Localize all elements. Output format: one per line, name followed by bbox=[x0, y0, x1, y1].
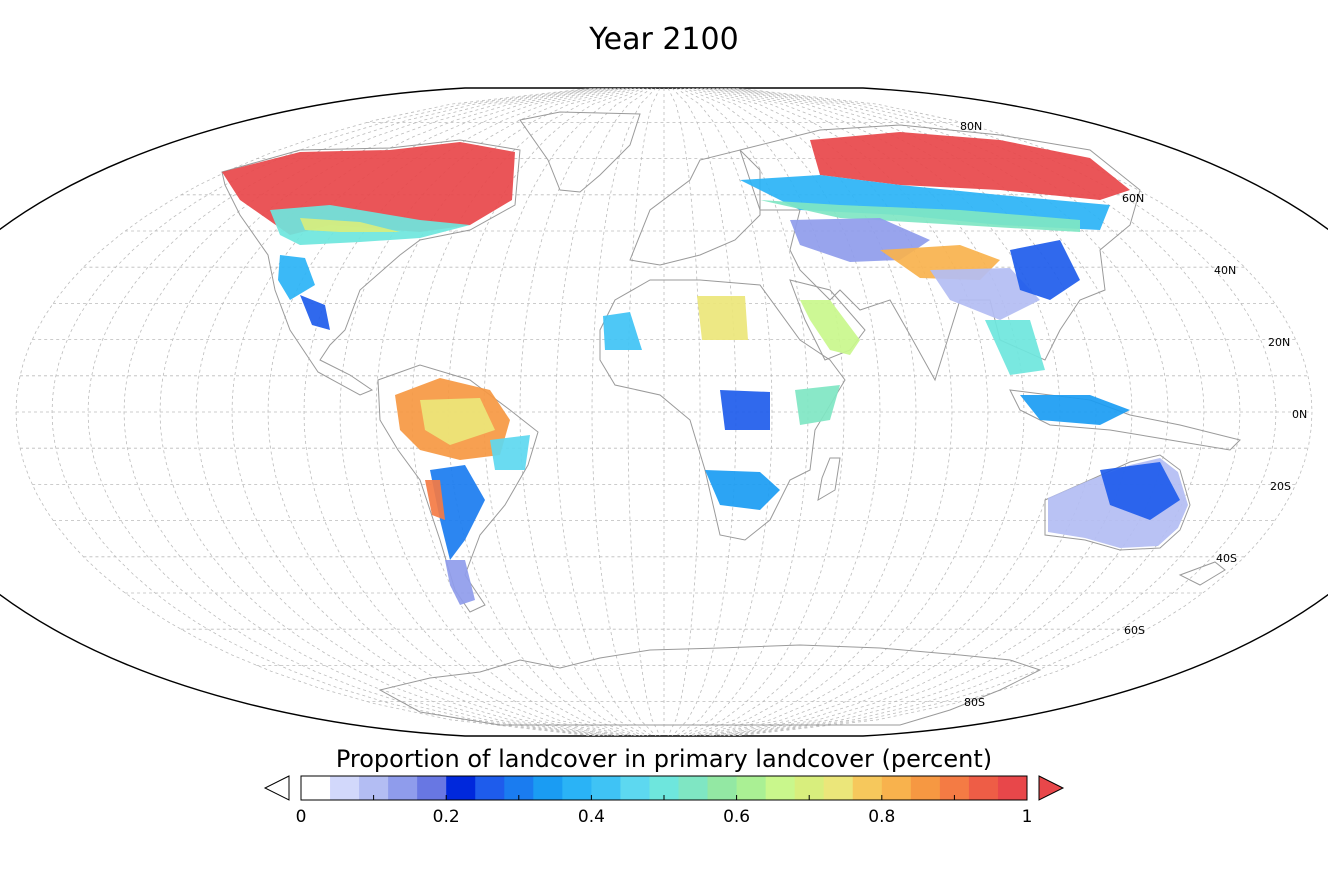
colorbar-segment bbox=[330, 776, 360, 800]
colorbar-high-extension bbox=[1038, 775, 1065, 801]
colorbar-tick-label: 0 bbox=[296, 807, 307, 827]
data-region-southern-africa bbox=[705, 470, 780, 510]
colorbar-segment bbox=[533, 776, 563, 800]
longitude-gridline bbox=[555, 88, 653, 736]
colorbar-tick-label: 0.6 bbox=[723, 807, 750, 827]
data-region-mexico bbox=[300, 295, 330, 330]
colorbar-segment bbox=[910, 776, 941, 800]
map-title: Year 2100 bbox=[589, 22, 739, 57]
colorbar-segment bbox=[301, 776, 331, 800]
data-region-southern-cone bbox=[430, 465, 485, 560]
colorbar-segment bbox=[678, 776, 709, 800]
longitude-gridline bbox=[123, 88, 605, 736]
colorbar-segment bbox=[852, 776, 883, 800]
map-boundary bbox=[0, 87, 1328, 737]
map-frame bbox=[0, 87, 1328, 737]
latitude-label: 80N bbox=[960, 120, 982, 133]
latitude-label: 0N bbox=[1292, 408, 1307, 421]
new-zealand-outline bbox=[1178, 561, 1226, 586]
colorbar-segment bbox=[591, 776, 621, 800]
longitude-gridline bbox=[519, 88, 649, 736]
colorbar-segment bbox=[968, 776, 999, 800]
longitude-gridline bbox=[591, 88, 657, 736]
data-region-andes-orange bbox=[425, 480, 445, 520]
colorbar-tick-label: 0.4 bbox=[578, 807, 605, 827]
data-region-brazil-east bbox=[490, 435, 530, 470]
longitude-gridline bbox=[719, 88, 1169, 736]
longitude-gridline bbox=[51, 88, 597, 736]
data-region-siberia bbox=[810, 132, 1130, 200]
data-region-libya bbox=[697, 296, 748, 340]
data-region-amazon-core bbox=[420, 398, 495, 445]
data-region-australia-blue bbox=[1100, 462, 1180, 520]
data-region-arabia bbox=[800, 300, 860, 355]
north-america-outline bbox=[221, 139, 521, 396]
data-region-east-africa bbox=[795, 385, 840, 425]
data-region-us-west bbox=[278, 255, 315, 300]
australia-outline bbox=[1044, 454, 1191, 551]
data-region-canada-fringe bbox=[300, 218, 400, 232]
colorbar-title: Proportion of landcover in primary landc… bbox=[335, 745, 993, 773]
colorbar-segment bbox=[446, 776, 476, 800]
latitude-label: 20S bbox=[1270, 480, 1291, 493]
colorbar-segment bbox=[823, 776, 854, 800]
data-region-indonesia bbox=[1020, 395, 1130, 425]
colorbar: 0 0.2 0.4 0.6 0.8 1 bbox=[263, 775, 1065, 827]
colorbar-tick-label: 0.8 bbox=[868, 807, 895, 827]
data-region-sahara-west bbox=[603, 312, 642, 350]
longitude-gridline bbox=[675, 88, 773, 736]
latitude-label: 60N bbox=[1122, 192, 1144, 205]
colorbar-segment bbox=[881, 776, 912, 800]
longitude-gridline bbox=[723, 88, 1205, 736]
colorbar-tick-label: 1 bbox=[1022, 807, 1033, 827]
colorbar-segment bbox=[707, 776, 738, 800]
greenland-outline bbox=[519, 111, 641, 193]
colorbar-segment bbox=[562, 776, 592, 800]
latitude-label: 40N bbox=[1214, 264, 1236, 277]
africa-outline bbox=[599, 279, 846, 541]
data-region-china-blue bbox=[1010, 240, 1080, 300]
latitude-label: 20N bbox=[1268, 336, 1290, 349]
longitude-gridline bbox=[715, 88, 1133, 736]
antarctica-outline bbox=[378, 644, 1042, 726]
europe-outline bbox=[629, 149, 761, 266]
data-region-russia-belt bbox=[760, 200, 1080, 232]
data-region-china-east bbox=[930, 268, 1040, 320]
latitude-label: 40S bbox=[1216, 552, 1237, 565]
colorbar-low-extension bbox=[263, 775, 290, 801]
longitude-gridline bbox=[339, 88, 629, 736]
longitude-gridline bbox=[195, 88, 613, 736]
madagascar-outline bbox=[817, 457, 841, 501]
colorbar-segment bbox=[997, 776, 1028, 800]
data-region-se-asia bbox=[985, 320, 1045, 375]
colorbar-segment bbox=[765, 776, 796, 800]
colorbar-tick-label: 0.2 bbox=[433, 807, 460, 827]
latitude-labels: 80N 60N 40N 20N 0N 20S 40S 60S 80S bbox=[960, 120, 1307, 709]
primary-landcover-data-layer bbox=[222, 132, 1188, 605]
longitude-gridline bbox=[627, 88, 661, 736]
data-region-patagonia bbox=[445, 560, 475, 605]
longitude-gridline bbox=[15, 88, 593, 736]
longitude-gridline bbox=[731, 88, 1277, 736]
colorbar-segment bbox=[417, 776, 447, 800]
longitude-gridline bbox=[735, 88, 1313, 736]
data-region-central-africa-spots bbox=[720, 390, 770, 430]
latitude-label: 60S bbox=[1124, 624, 1145, 637]
colorbar-segment bbox=[736, 776, 767, 800]
longitude-gridline bbox=[699, 88, 989, 736]
longitude-gridline bbox=[267, 88, 621, 736]
colorbar-segment bbox=[620, 776, 650, 800]
colorbar-segment bbox=[475, 776, 505, 800]
colorbar-segment bbox=[388, 776, 418, 800]
longitude-gridline bbox=[87, 88, 601, 736]
latitude-label: 80S bbox=[964, 696, 985, 709]
